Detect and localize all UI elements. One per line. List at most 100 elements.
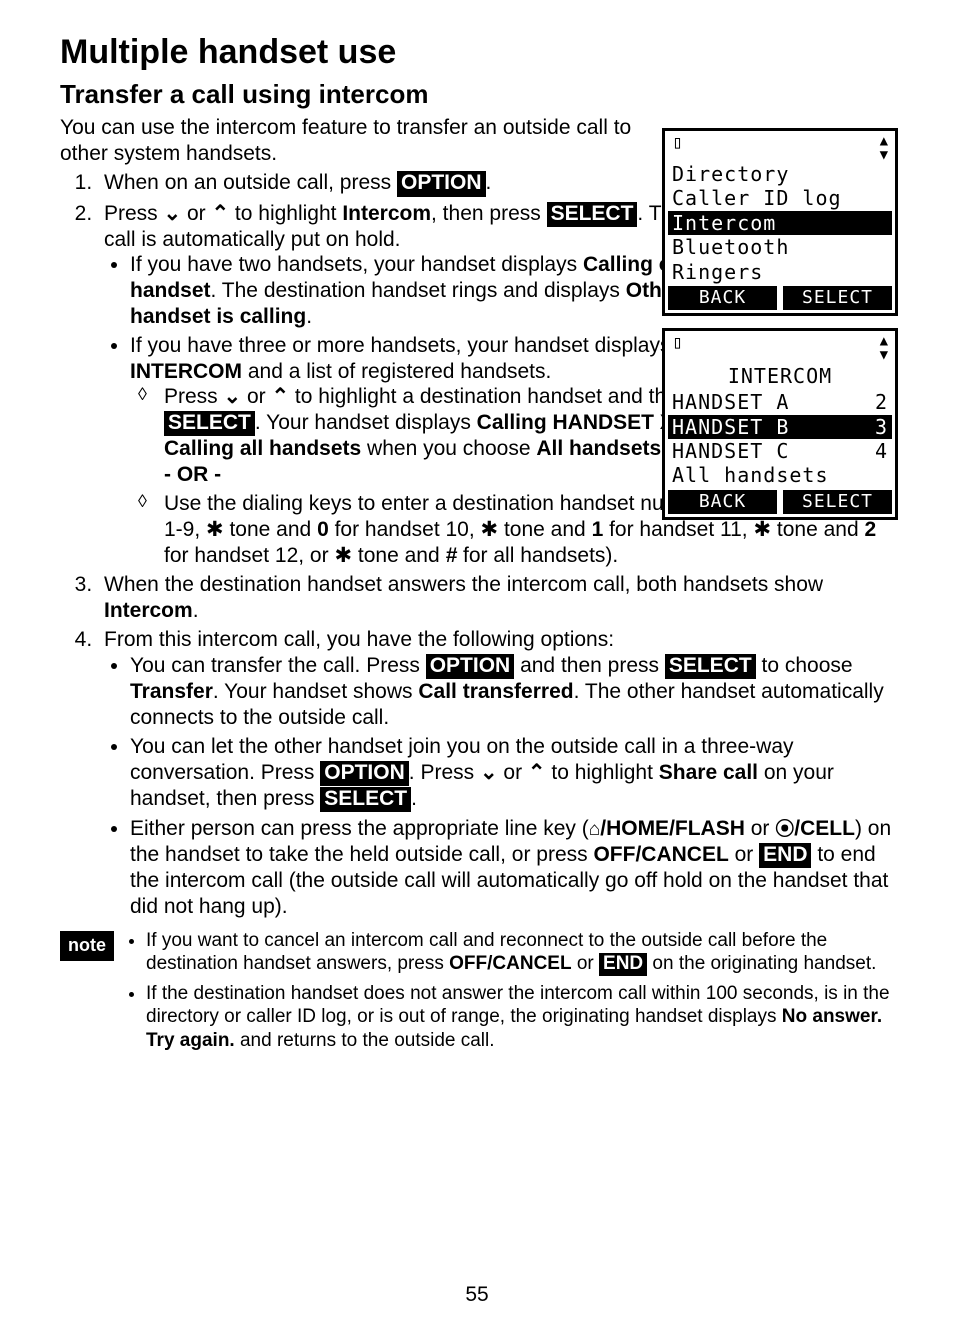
s4b3-b: or <box>745 817 775 840</box>
down-chevron-icon: ⌄ <box>224 385 242 408</box>
page-number: 55 <box>0 1282 954 1308</box>
s4-text: From this intercom call, you have the fo… <box>104 628 614 651</box>
handset-a-num: 2 <box>875 390 888 414</box>
handset-b-label: HANDSET B <box>672 415 789 439</box>
note-list: If you want to cancel an intercom call a… <box>124 929 894 1052</box>
s2d1-a: Press <box>164 385 224 408</box>
s2d2-g: for handset 11, <box>603 518 753 541</box>
s2-b: or <box>181 202 211 225</box>
step4-bullet1: You can transfer the call. Press OPTION … <box>130 653 894 730</box>
end-button-label: END <box>759 843 811 868</box>
step2-bullet1: If you have two handsets, your handset d… <box>130 252 720 329</box>
softkey-select: SELECT <box>783 286 892 310</box>
s4b3-cancel: CANCEL <box>641 843 729 866</box>
s4b3-a: Either person can press the appropriate … <box>130 817 589 840</box>
s2-intercom: Intercom <box>342 202 431 225</box>
handset-row-b: HANDSET B3 <box>668 415 892 439</box>
intro-text: You can use the intercom feature to tran… <box>60 115 650 166</box>
s2d2-d: and <box>270 518 317 541</box>
menu-item-directory: Directory <box>668 162 892 186</box>
note-item-1: If you want to cancel an intercom call a… <box>146 929 894 976</box>
step-4: From this intercom call, you have the fo… <box>98 627 894 919</box>
s4b3-bold1: /HOME/ <box>600 817 675 840</box>
s2-a: Press <box>104 202 164 225</box>
n2-a: If the destination handset does not answ… <box>146 983 890 1027</box>
s4b2-d: to highlight <box>546 761 659 784</box>
up-chevron-icon: ⌃ <box>528 761 546 784</box>
down-chevron-icon: ⌄ <box>164 202 182 225</box>
handset-c-num: 4 <box>875 439 888 463</box>
up-chevron-icon: ⌃ <box>211 202 229 225</box>
s2d1-f: when you choose <box>361 437 536 460</box>
s2b2-b: and a list of registered handsets. <box>242 360 551 383</box>
handset-row-a: HANDSET A 2 <box>668 390 892 414</box>
select-button-label: SELECT <box>164 411 255 436</box>
s2d1-bold2: Calling all handsets <box>164 437 361 460</box>
battery-icon: ▯ <box>672 134 683 152</box>
up-chevron-icon: ⌃ <box>271 385 289 408</box>
star-tone-icon: ✱ tone <box>753 518 817 541</box>
step1-text-b: . <box>486 171 492 194</box>
s2d2-b2b: 2 <box>865 518 877 541</box>
handset-c-label: HANDSET C <box>672 439 789 463</box>
scroll-arrows-icon: ▲▼ <box>880 134 888 162</box>
option-button-label: OPTION <box>397 171 486 196</box>
s2d1-b: or <box>241 385 271 408</box>
s2-d: , then press <box>431 202 547 225</box>
n1-b: or <box>572 953 599 974</box>
s2d2-b1b: 1 <box>592 518 604 541</box>
menu-item-intercom: Intercom <box>668 211 892 235</box>
cell-icon: ⦿ <box>775 819 794 840</box>
s2d1-bold3: All handsets <box>536 437 661 460</box>
step1-text-a: When on an outside call, press <box>104 171 397 194</box>
s2d2-i: for handset 12, or <box>164 544 334 567</box>
s4b2-c: or <box>498 761 528 784</box>
screen-illustrations: ▯ ▲▼ Directory Caller ID log Intercom Bl… <box>662 128 898 520</box>
option-button-label: OPTION <box>320 761 409 786</box>
s4b3-bold2: /CELL <box>794 817 855 840</box>
down-chevron-icon: ⌄ <box>480 761 498 784</box>
star-tone-icon: ✱ tone <box>206 518 270 541</box>
step4-bullet3: Either person can press the appropriate … <box>130 816 894 919</box>
s4b3-bold3: OFF/ <box>593 843 641 866</box>
s2-c: to highlight <box>229 202 342 225</box>
s2d2-h: and <box>818 518 865 541</box>
s2d1-bold1: Calling HANDSET X <box>477 411 674 434</box>
softkey-back: BACK <box>668 490 777 514</box>
select-button-label: SELECT <box>547 202 638 227</box>
option-button-label: OPTION <box>426 654 515 679</box>
s3-bold: Intercom <box>104 599 193 622</box>
s4b1-b: and then press <box>514 654 665 677</box>
handset-row-all: All handsets <box>668 463 892 487</box>
s4b2-bold: Share call <box>659 761 758 784</box>
note-block: note If you want to cancel an intercom c… <box>60 929 894 1058</box>
star-tone-icon: ✱ tone <box>481 518 545 541</box>
s4b1-d: . Your handset shows <box>213 680 418 703</box>
step-1: When on an outside call, press OPTION. <box>98 170 688 196</box>
s2d2-j: and <box>399 544 446 567</box>
s2b2-a: If you have three or more handsets, your… <box>130 334 670 357</box>
softkey-back: BACK <box>668 286 777 310</box>
end-button-label: END <box>599 953 647 976</box>
s2d2-f: and <box>545 518 592 541</box>
menu-item-callerid: Caller ID log <box>668 186 892 210</box>
step-3: When the destination handset answers the… <box>98 572 894 623</box>
handset-a-label: HANDSET A <box>672 390 789 414</box>
battery-icon: ▯ <box>672 334 683 352</box>
s2d2-k: for all handsets). <box>457 544 618 567</box>
step4-bullet2: You can let the other handset join you o… <box>130 734 894 812</box>
page-heading: Multiple handset use <box>60 32 894 73</box>
menu-item-ringers: Ringers <box>668 260 892 284</box>
s4b3-d: or <box>729 843 759 866</box>
screen-intercom-title: INTERCOM <box>668 362 892 390</box>
menu-item-bluetooth: Bluetooth <box>668 235 892 259</box>
note-item-2: If the destination handset does not answ… <box>146 982 894 1052</box>
s3-a: When the destination handset answers the… <box>104 573 823 596</box>
scroll-arrows-icon: ▲▼ <box>880 334 888 362</box>
s2b1-a: If you have two handsets, your handset d… <box>130 253 583 276</box>
s2b2-bold: INTERCOM <box>130 360 242 383</box>
n1-bold: OFF/ <box>449 953 492 974</box>
select-button-label: SELECT <box>665 654 756 679</box>
n2-b: and returns to the outside call. <box>235 1030 495 1051</box>
s4b1-c: to choose <box>756 654 853 677</box>
